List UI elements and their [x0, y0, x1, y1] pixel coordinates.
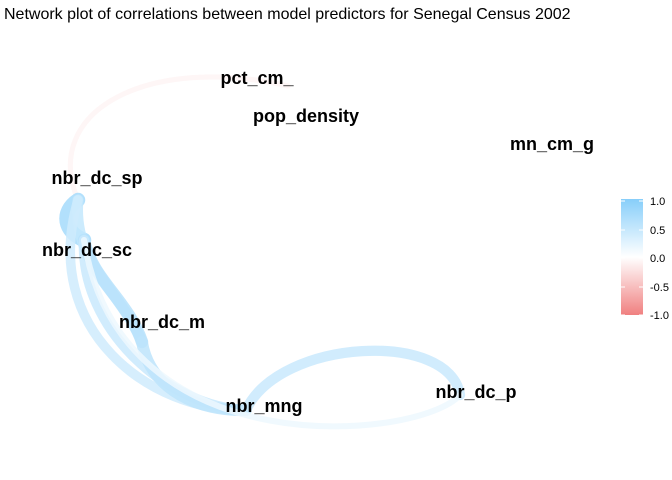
legend-tick-label: -0.5	[650, 282, 669, 294]
edge-nbr_mng-nbr_dc_p	[240, 345, 466, 416]
edges-layer	[59, 74, 466, 430]
node-label-pct_cm_: pct_cm_	[220, 68, 294, 88]
node-label-mn_cm_g: mn_cm_g	[510, 134, 594, 154]
node-label-nbr_dc_p: nbr_dc_p	[435, 382, 516, 402]
legend-colorbar	[621, 199, 643, 315]
node-label-nbr_dc_sp: nbr_dc_sp	[51, 168, 142, 188]
legend-tick-label: 1.0	[650, 196, 665, 208]
node-labels-layer: pct_cm_ pop_density mn_cm_g nbr_dc_sp nbr_dc…	[42, 68, 594, 416]
legend-tick-label: 0.0	[650, 253, 665, 265]
node-label-nbr_dc_sc: nbr_dc_sc	[42, 240, 132, 260]
node-label-nbr_dc_m: nbr_dc_m	[119, 312, 205, 332]
edge-nbr_dc_p-nbr_dc_sc	[80, 236, 464, 430]
legend-tick-label: 0.5	[650, 225, 665, 237]
node-label-nbr_mng: nbr_mng	[225, 396, 302, 416]
edge-pct_cm_-nbr_dc_sp	[67, 74, 291, 203]
chart-title: Network plot of correlations between mod…	[4, 6, 571, 23]
legend-tick-label: -1.0	[650, 310, 669, 322]
color-legend: 1.0 0.5 0.0 -0.5 -1.0	[621, 196, 669, 322]
node-label-pop_density: pop_density	[253, 106, 359, 126]
